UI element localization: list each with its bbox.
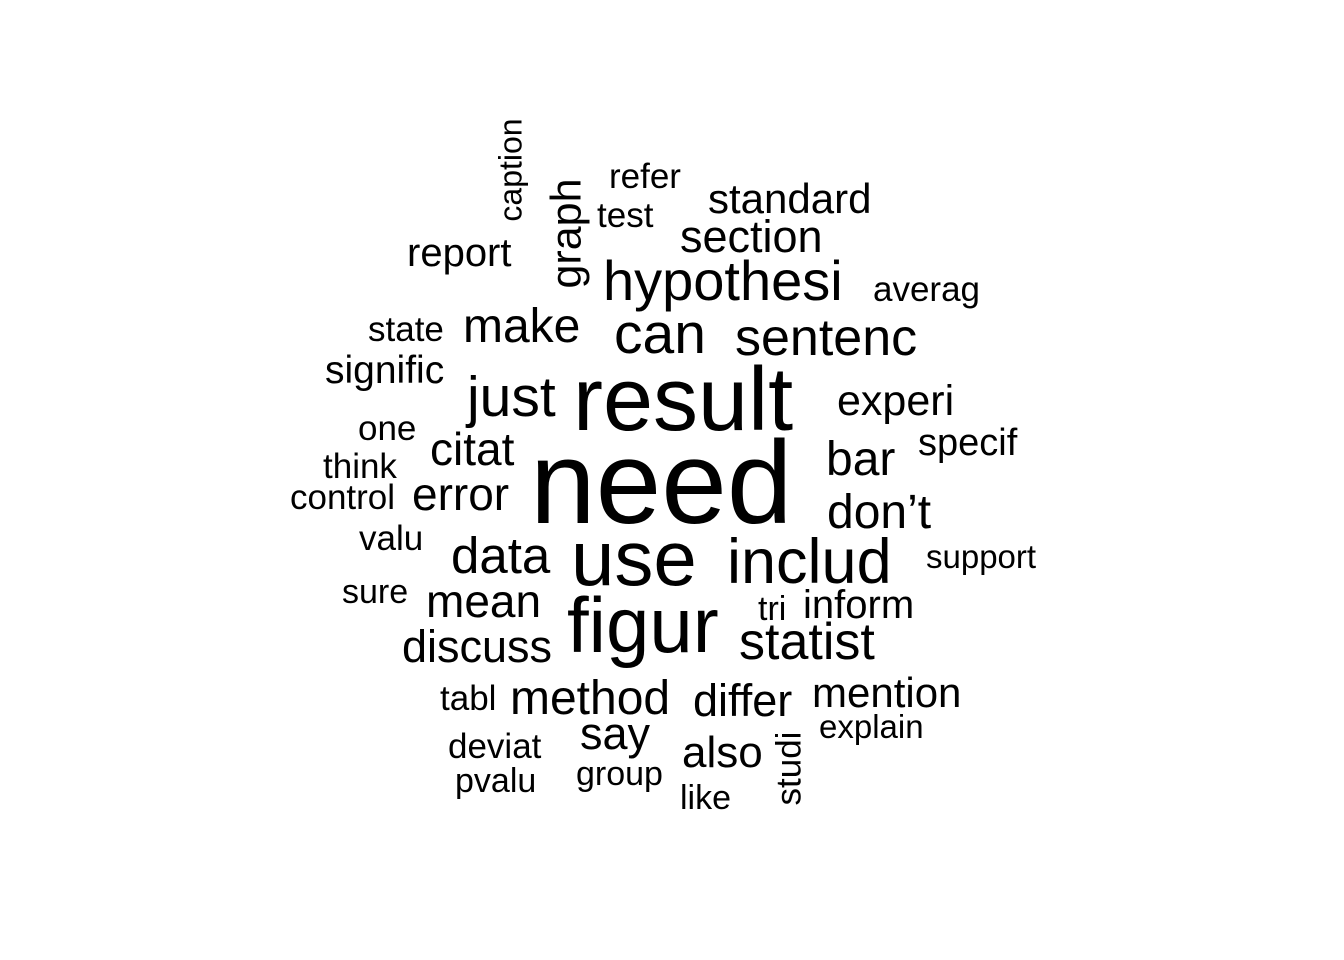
- word-sentenc: sentenc: [735, 309, 918, 367]
- word-tri: tri: [758, 590, 787, 628]
- word-standard: standard: [708, 175, 872, 222]
- word-differ: differ: [693, 675, 793, 726]
- word-hypothesi: hypothesi: [603, 249, 843, 312]
- word-control: control: [290, 478, 396, 517]
- word-statist: statist: [739, 613, 875, 671]
- word-state: state: [368, 310, 444, 349]
- word-just: just: [467, 365, 556, 429]
- word-can: can: [614, 302, 706, 366]
- word-support: support: [926, 538, 1037, 575]
- word-experi: experi: [837, 377, 955, 425]
- word-graph: graph: [542, 178, 591, 289]
- word-think: think: [323, 447, 397, 486]
- word-tabl: tabl: [440, 679, 497, 718]
- word-mention: mention: [812, 669, 962, 716]
- word-explain: explain: [819, 708, 924, 745]
- word-sure: sure: [342, 573, 409, 611]
- word-citat: citat: [430, 423, 515, 475]
- word-averag: averag: [873, 270, 981, 309]
- word-deviat: deviat: [448, 727, 542, 766]
- word-caption: caption: [492, 118, 529, 222]
- word-valu: valu: [359, 519, 424, 558]
- word-use: use: [571, 514, 697, 602]
- word-discuss: discuss: [402, 621, 553, 672]
- word-test: test: [597, 196, 654, 235]
- word-method: method: [510, 672, 671, 725]
- word-like: like: [680, 779, 732, 817]
- word-say: say: [580, 708, 651, 759]
- word-group: group: [576, 755, 663, 793]
- word-one: one: [358, 409, 417, 448]
- word-signific: signific: [325, 349, 445, 392]
- word-data: data: [451, 527, 551, 584]
- word-result: result: [573, 350, 794, 450]
- word-specif: specif: [918, 422, 1018, 464]
- word-studi: studi: [769, 731, 809, 806]
- word-includ: includ: [727, 527, 892, 597]
- word-mean: mean: [426, 575, 542, 627]
- word-also: also: [682, 728, 763, 777]
- word-bar: bar: [826, 433, 896, 486]
- word-figur: figur: [567, 581, 719, 669]
- word-need: need: [530, 417, 793, 549]
- word-refer: refer: [609, 157, 681, 196]
- word-error: error: [412, 468, 510, 520]
- word-pvalu: pvalu: [455, 762, 537, 800]
- word-dont: don’t: [827, 486, 932, 539]
- word-report: report: [407, 231, 512, 275]
- word-inform: inform: [803, 583, 915, 627]
- word-make: make: [463, 300, 581, 353]
- word-section: section: [680, 211, 823, 262]
